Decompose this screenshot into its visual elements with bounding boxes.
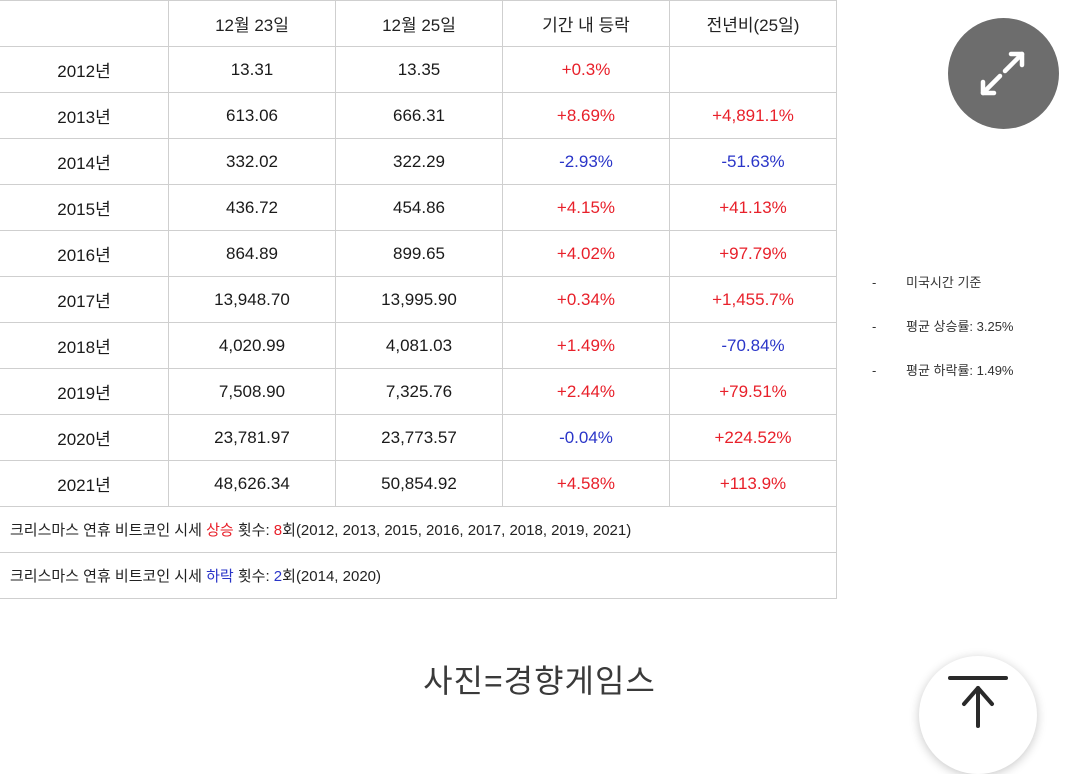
- yoy-change-cell: +79.51%: [669, 368, 837, 415]
- dec25-price-cell: 13,995.90: [335, 276, 503, 323]
- note-item: - 평균 상승률: 3.25%: [872, 314, 1014, 358]
- yoy-change-cell: [669, 46, 837, 93]
- dec23-price-cell: 332.02: [168, 138, 336, 185]
- table-row: 2020년 23,781.97 23,773.57 -0.04% +224.52%: [0, 414, 837, 461]
- header-cell-dec23: 12월 23일: [168, 0, 336, 47]
- notes-list: - 미국시간 기준 - 평균 상승률: 3.25% - 평균 하락률: 1.49%: [872, 270, 1014, 402]
- yoy-change-cell: +97.79%: [669, 230, 837, 277]
- year-cell: 2020년: [0, 414, 169, 461]
- period-change-cell: -0.04%: [502, 414, 670, 461]
- table-row: 2013년 613.06 666.31 +8.69% +4,891.1%: [0, 92, 837, 139]
- dec25-price-cell: 13.35: [335, 46, 503, 93]
- table-header-row: 12월 23일 12월 25일 기간 내 등락 전년비(25일): [0, 0, 837, 47]
- rise-count-summary: 크리스마스 연휴 비트코인 시세 상승 횟수: 8회(2012, 2013, 2…: [0, 506, 837, 553]
- period-change-cell: +0.3%: [502, 46, 670, 93]
- dec23-price-cell: 48,626.34: [168, 460, 336, 507]
- dec25-price-cell: 322.29: [335, 138, 503, 185]
- dec23-price-cell: 436.72: [168, 184, 336, 231]
- year-cell: 2015년: [0, 184, 169, 231]
- dec25-price-cell: 23,773.57: [335, 414, 503, 461]
- arrow-up-to-top-icon: [948, 676, 1008, 728]
- table-row: 2019년 7,508.90 7,325.76 +2.44% +79.51%: [0, 368, 837, 415]
- year-cell: 2019년: [0, 368, 169, 415]
- summary-count: 8: [273, 522, 283, 539]
- period-change-cell: +8.69%: [502, 92, 670, 139]
- table-row: 2014년 332.02 322.29 -2.93% -51.63%: [0, 138, 837, 185]
- yoy-change-cell: +41.13%: [669, 184, 837, 231]
- yoy-change-cell: -70.84%: [669, 322, 837, 369]
- dec23-price-cell: 7,508.90: [168, 368, 336, 415]
- dec25-price-cell: 454.86: [335, 184, 503, 231]
- year-cell: 2018년: [0, 322, 169, 369]
- expand-icon: [980, 51, 1025, 96]
- period-change-cell: +1.49%: [502, 322, 670, 369]
- expand-image-button[interactable]: [948, 18, 1059, 129]
- period-change-cell: +4.02%: [502, 230, 670, 277]
- summary-suffix: 회(2012, 2013, 2015, 2016, 2017, 2018, 20…: [282, 522, 632, 539]
- yoy-change-cell: +4,891.1%: [669, 92, 837, 139]
- summary-middle: 횟수:: [233, 522, 274, 539]
- summary-row: 크리스마스 연휴 비트코인 시세 하락 횟수: 2회(2014, 2020): [0, 552, 837, 599]
- yoy-change-cell: +1,455.7%: [669, 276, 837, 323]
- note-bullet: -: [872, 319, 877, 334]
- year-cell: 2017년: [0, 276, 169, 323]
- year-cell: 2014년: [0, 138, 169, 185]
- summary-row: 크리스마스 연휴 비트코인 시세 상승 횟수: 8회(2012, 2013, 2…: [0, 506, 837, 553]
- period-change-cell: -2.93%: [502, 138, 670, 185]
- dec23-price-cell: 4,020.99: [168, 322, 336, 369]
- table-row: 2018년 4,020.99 4,081.03 +1.49% -70.84%: [0, 322, 837, 369]
- header-cell-period-change: 기간 내 등락: [502, 0, 670, 47]
- table-row: 2021년 48,626.34 50,854.92 +4.58% +113.9%: [0, 460, 837, 507]
- table-row: 2016년 864.89 899.65 +4.02% +97.79%: [0, 230, 837, 277]
- fall-count-summary: 크리스마스 연휴 비트코인 시세 하락 횟수: 2회(2014, 2020): [0, 552, 837, 599]
- table-row: 2015년 436.72 454.86 +4.15% +41.13%: [0, 184, 837, 231]
- dec25-price-cell: 666.31: [335, 92, 503, 139]
- summary-count: 2: [273, 568, 283, 585]
- header-cell-dec25: 12월 25일: [335, 0, 503, 47]
- dec23-price-cell: 864.89: [168, 230, 336, 277]
- dec25-price-cell: 4,081.03: [335, 322, 503, 369]
- note-item: - 미국시간 기준: [872, 270, 1014, 314]
- period-change-cell: +0.34%: [502, 276, 670, 323]
- note-item: - 평균 하락률: 1.49%: [872, 358, 1014, 402]
- summary-middle: 횟수:: [233, 568, 274, 585]
- dec23-price-cell: 613.06: [168, 92, 336, 139]
- year-cell: 2016년: [0, 230, 169, 277]
- header-cell-yoy: 전년비(25일): [669, 0, 837, 47]
- note-average-fall: 평균 하락률: 1.49%: [906, 363, 1014, 378]
- header-cell-empty: [0, 0, 169, 47]
- summary-prefix: 크리스마스 연휴 비트코인 시세: [10, 568, 207, 585]
- note-bullet: -: [872, 363, 877, 378]
- table-row: 2017년 13,948.70 13,995.90 +0.34% +1,455.7%: [0, 276, 837, 323]
- note-bullet: -: [872, 275, 877, 290]
- period-change-cell: +4.15%: [502, 184, 670, 231]
- dec23-price-cell: 13,948.70: [168, 276, 336, 323]
- dec25-price-cell: 899.65: [335, 230, 503, 277]
- note-average-rise: 평균 상승률: 3.25%: [906, 319, 1014, 334]
- scroll-to-top-button[interactable]: [919, 656, 1037, 774]
- period-change-cell: +2.44%: [502, 368, 670, 415]
- note-timezone: 미국시간 기준: [906, 275, 982, 290]
- summary-prefix: 크리스마스 연휴 비트코인 시세: [10, 522, 207, 539]
- dec23-price-cell: 13.31: [168, 46, 336, 93]
- year-cell: 2013년: [0, 92, 169, 139]
- year-cell: 2012년: [0, 46, 169, 93]
- year-cell: 2021년: [0, 460, 169, 507]
- yoy-change-cell: +224.52%: [669, 414, 837, 461]
- dec25-price-cell: 7,325.76: [335, 368, 503, 415]
- dec25-price-cell: 50,854.92: [335, 460, 503, 507]
- photo-caption: 사진=경향게임스: [423, 663, 656, 699]
- period-change-cell: +4.58%: [502, 460, 670, 507]
- yoy-change-cell: +113.9%: [669, 460, 837, 507]
- table-row: 2012년 13.31 13.35 +0.3%: [0, 46, 837, 93]
- summary-keyword: 하락: [206, 568, 234, 585]
- dec23-price-cell: 23,781.97: [168, 414, 336, 461]
- summary-suffix: 회(2014, 2020): [282, 568, 382, 585]
- table-body: 12월 23일 12월 25일 기간 내 등락 전년비(25일) 2012년 13…: [0, 0, 837, 599]
- summary-keyword: 상승: [206, 522, 234, 539]
- yoy-change-cell: -51.63%: [669, 138, 837, 185]
- bitcoin-christmas-price-table: 12월 23일 12월 25일 기간 내 등락 전년비(25일) 2012년 13…: [0, 0, 837, 599]
